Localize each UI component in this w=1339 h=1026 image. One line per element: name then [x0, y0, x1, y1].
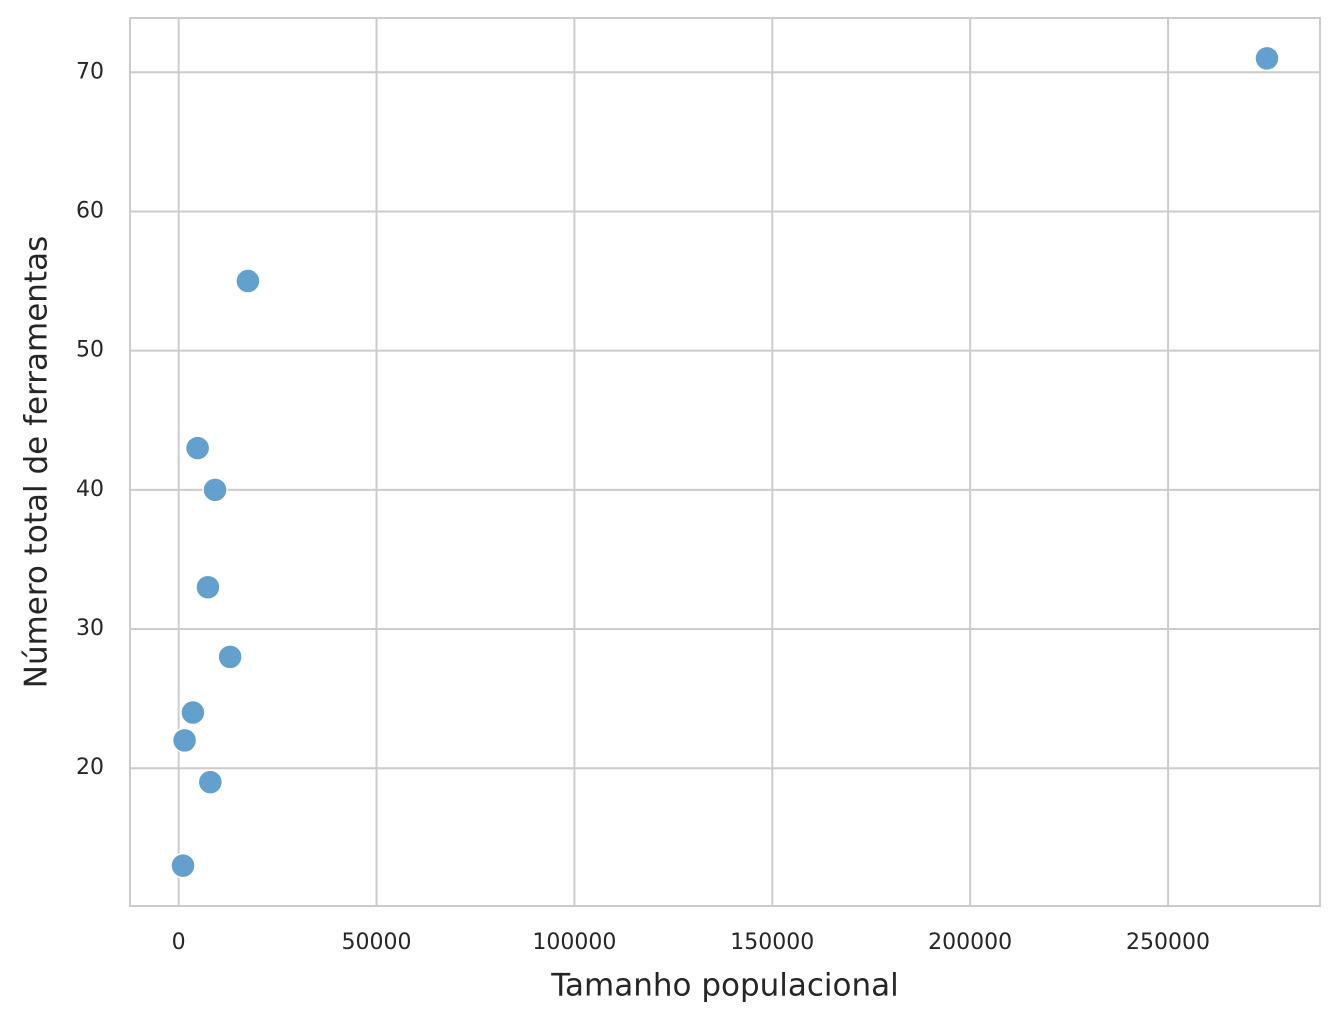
point	[195, 574, 221, 601]
point	[170, 852, 196, 879]
point	[217, 644, 243, 670]
point	[197, 769, 224, 795]
y-axis-label: Número total de ferramentas	[19, 236, 55, 688]
x-tick-label: 250000	[1126, 930, 1210, 955]
y-tick-label: 40	[76, 477, 104, 502]
y-tick-label: 30	[76, 616, 104, 641]
point	[202, 477, 228, 503]
plot-frame	[129, 17, 1321, 907]
x-tick-label: 100000	[532, 930, 616, 955]
x-tick-label: 50000	[342, 930, 412, 955]
x-tick-label: 150000	[730, 930, 814, 955]
point	[184, 435, 211, 461]
y-tick-label: 20	[76, 755, 104, 780]
y-tick-label: 60	[76, 198, 104, 223]
point	[235, 268, 261, 294]
x-axis-label: Tamanho populacional	[550, 968, 899, 1004]
y-tick-label: 50	[76, 338, 104, 363]
x-tick-label: 200000	[928, 930, 1012, 955]
x-tick-label: 0	[172, 930, 186, 955]
point	[171, 727, 198, 754]
point	[1254, 45, 1280, 72]
y-tick-label: 70	[76, 59, 104, 84]
point	[180, 699, 206, 726]
